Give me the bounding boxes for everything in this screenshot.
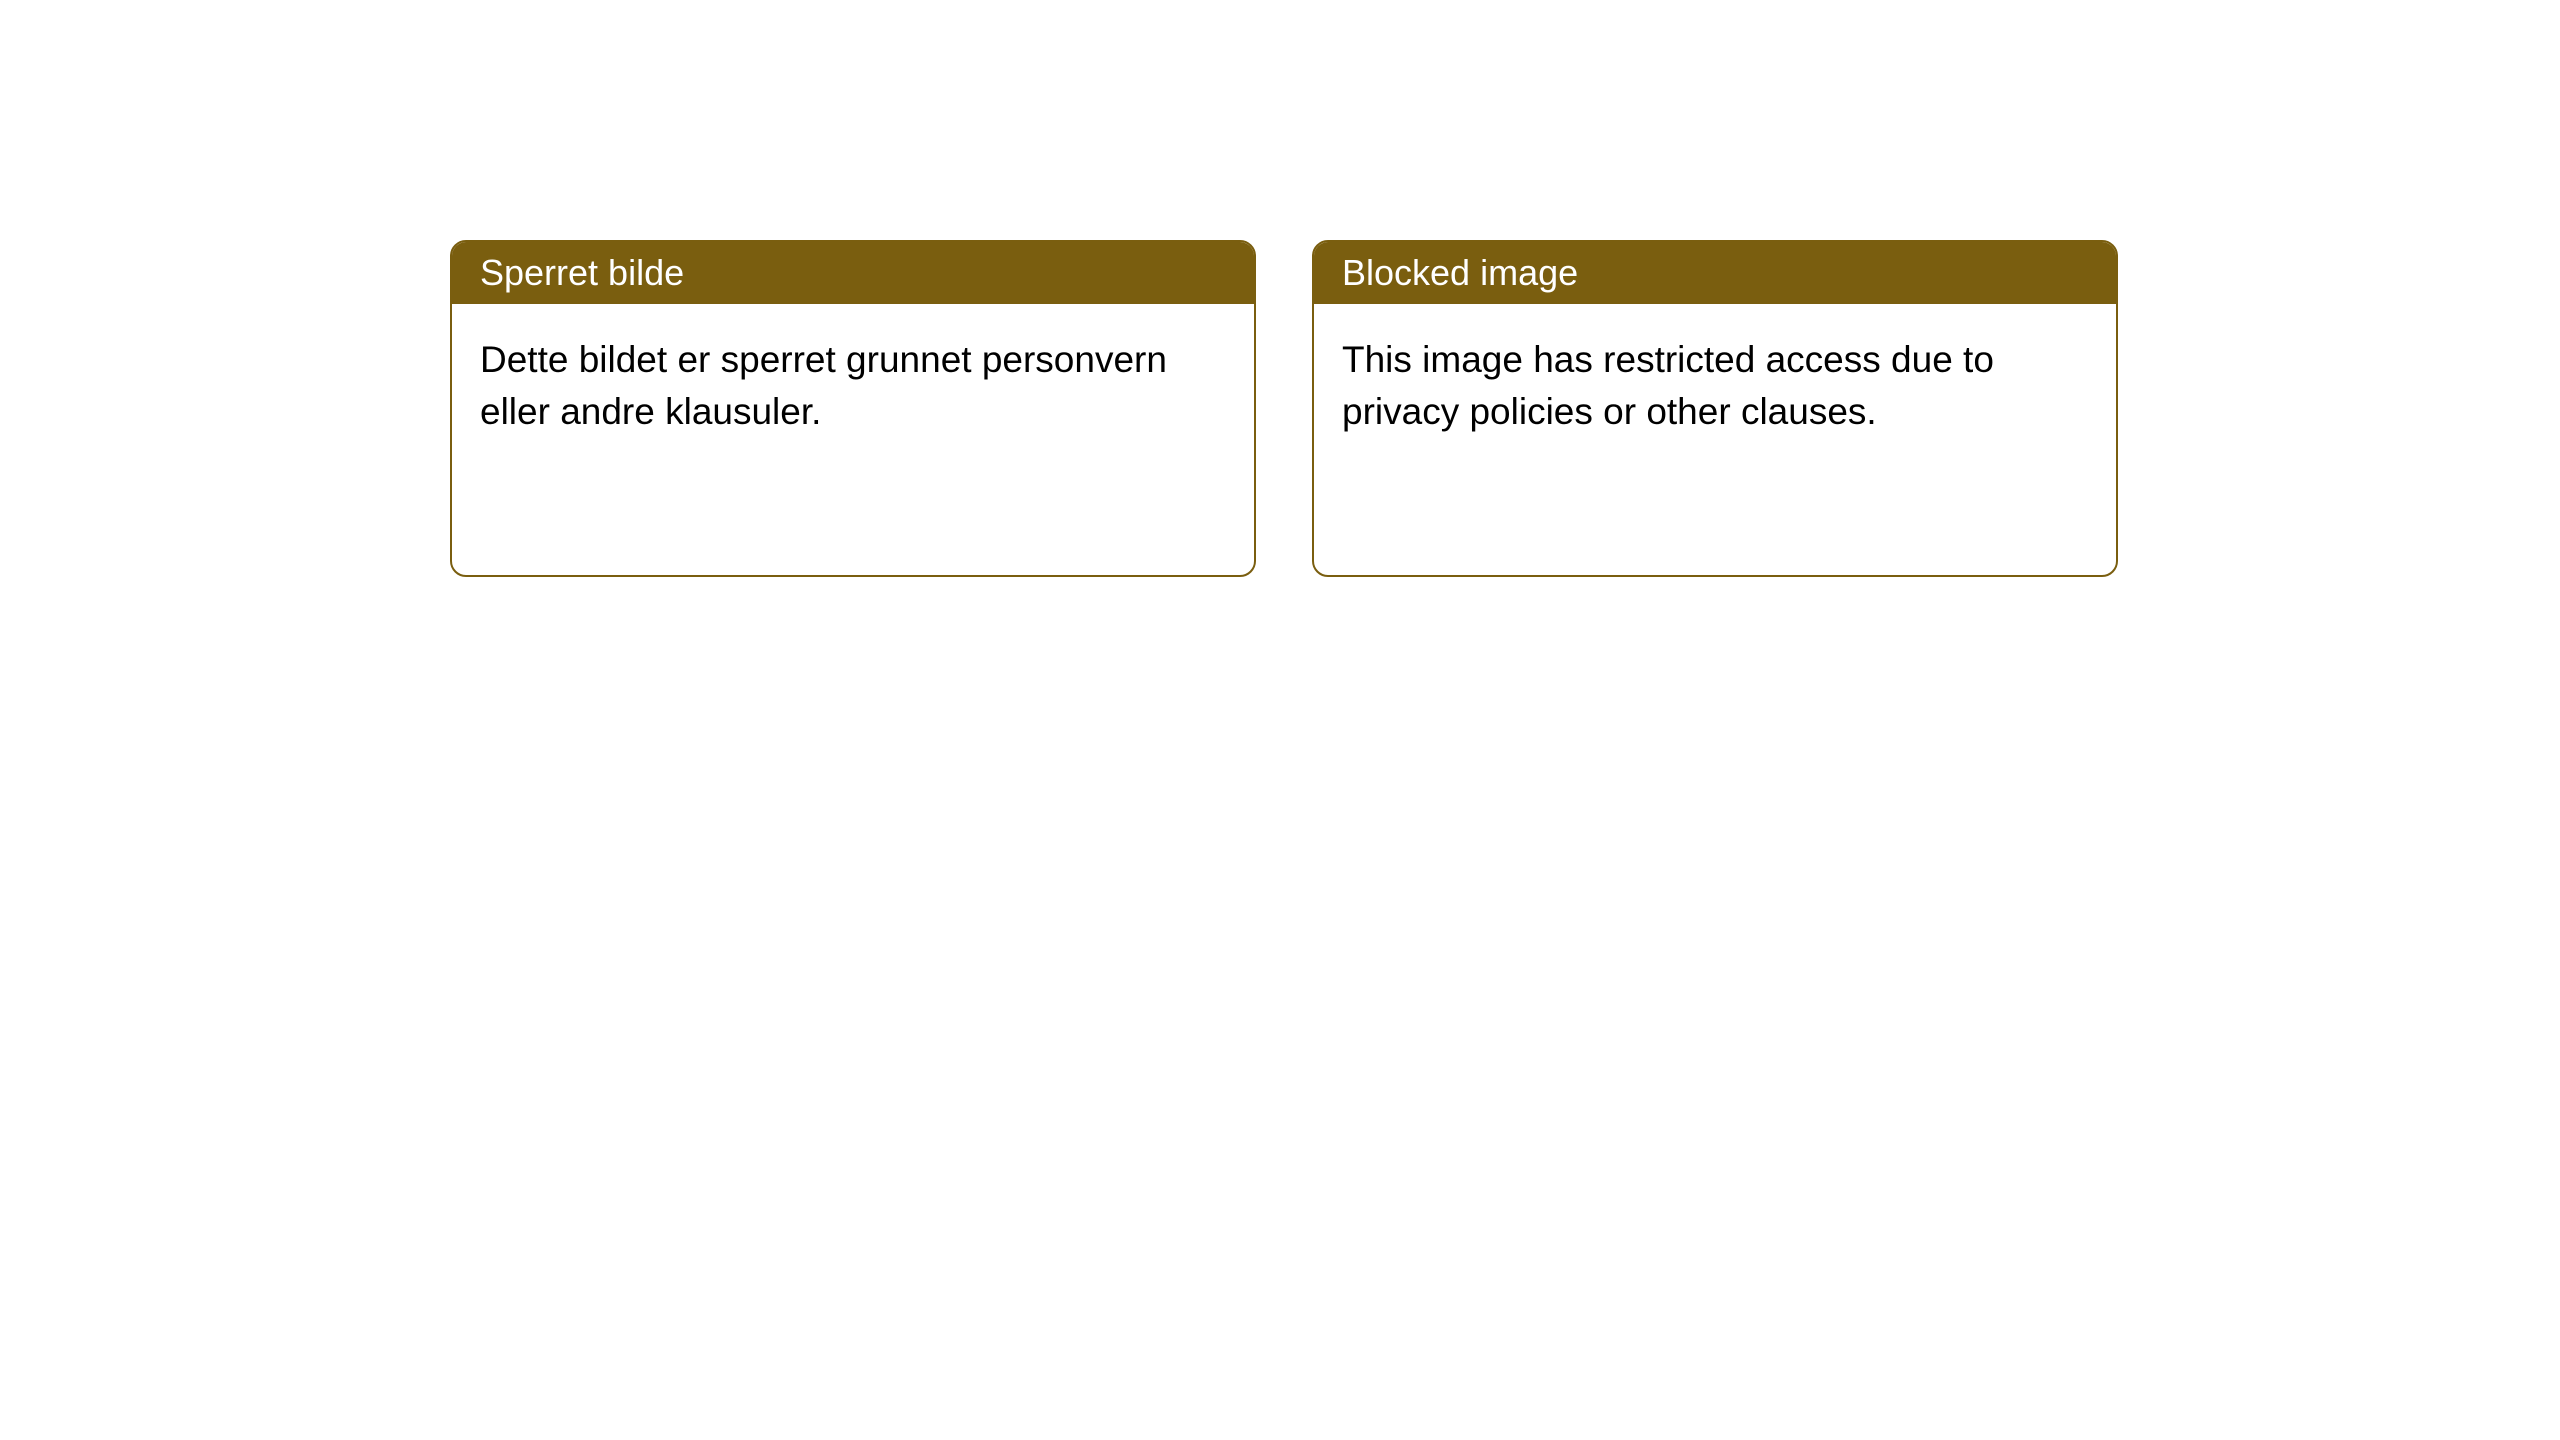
notice-body: Dette bildet er sperret grunnet personve…: [452, 304, 1254, 468]
notice-card-norwegian: Sperret bilde Dette bildet er sperret gr…: [450, 240, 1256, 577]
notice-header: Sperret bilde: [452, 242, 1254, 304]
notice-body: This image has restricted access due to …: [1314, 304, 2116, 468]
notice-message: Dette bildet er sperret grunnet personve…: [480, 339, 1167, 432]
notice-message: This image has restricted access due to …: [1342, 339, 1994, 432]
notice-card-english: Blocked image This image has restricted …: [1312, 240, 2118, 577]
notice-title: Blocked image: [1342, 252, 1578, 293]
notice-container: Sperret bilde Dette bildet er sperret gr…: [0, 0, 2560, 577]
notice-title: Sperret bilde: [480, 252, 684, 293]
notice-header: Blocked image: [1314, 242, 2116, 304]
